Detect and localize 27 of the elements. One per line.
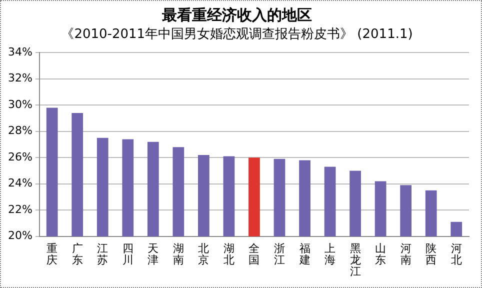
x-tick-label: 河南: [400, 242, 412, 267]
x-tick-label: 天津: [148, 242, 159, 267]
y-tick-label: 24%: [8, 176, 32, 190]
x-tick-label: 全国: [248, 242, 260, 267]
x-tick-label: 黑龙江: [350, 242, 361, 278]
x-tick-label: 河北: [450, 242, 462, 267]
x-tick-label: 陕西: [426, 242, 437, 267]
y-tick-label: 20%: [8, 229, 32, 242]
x-tick-label: 北京: [198, 242, 210, 267]
x-tick-label: 广东: [72, 242, 83, 267]
x-tick-label: 上海: [324, 242, 336, 267]
x-tick-label: 重庆: [46, 242, 58, 267]
y-tick-label: 28%: [8, 124, 32, 138]
x-tick-label: 浙江: [274, 242, 285, 267]
chart-subtitle: 《2010-2011年中国男女婚恋观调查报告粉皮书》 (2011.1): [61, 26, 413, 42]
y-tick-label: 34%: [8, 45, 32, 58]
y-tick-label: 26%: [8, 150, 32, 164]
y-tick-label: 32%: [8, 72, 32, 85]
x-tick-label: 湖南: [172, 242, 184, 267]
y-tick-label: 30%: [8, 98, 32, 111]
y-tick-label: 22%: [8, 202, 32, 216]
x-tick-label: 山东: [375, 242, 386, 267]
x-tick-label: 江苏: [97, 242, 108, 267]
chart-title: 最看重经济收入的地区: [161, 6, 312, 24]
x-tick-label: 福建: [298, 242, 310, 267]
x-tick-label: 湖北: [223, 242, 234, 267]
x-tick-label: 四川: [122, 242, 134, 267]
